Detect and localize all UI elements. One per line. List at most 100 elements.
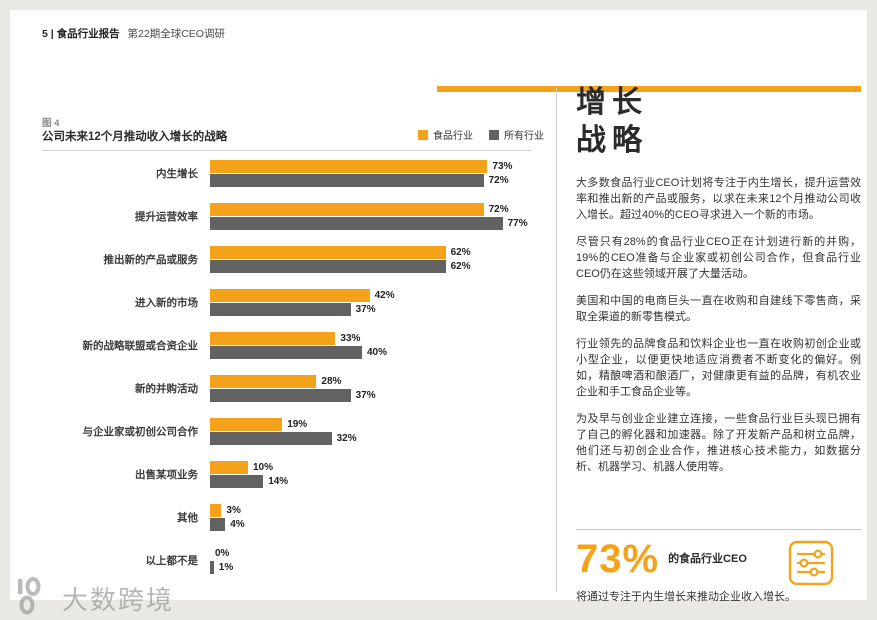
watermark: 大数跨境 [14, 576, 174, 620]
bar-food-industry [210, 332, 336, 345]
bar-food-industry [210, 375, 317, 388]
article-column: 增长 战略 大多数食品行业CEO计划将专注于内生增长，提升运营效率和推出新的产品… [576, 84, 861, 486]
chart-legend: 食品行业 所有行业 [418, 127, 544, 142]
bar-all-industries [210, 303, 351, 316]
bar-line-food-industry: 28% [210, 375, 547, 388]
stat-label: 的食品行业CEO [668, 553, 747, 565]
article-heading-line1: 增长 [576, 86, 648, 119]
bar-group: 72% 77% [210, 203, 547, 231]
bar-value: 10% [253, 462, 274, 473]
bar-value: 77% [507, 218, 528, 229]
chart-title: 公司未来12个月推动收入增长的战略 [42, 131, 228, 143]
bar-line-food-industry: 42% [210, 289, 547, 302]
bar-line-food-industry: 72% [210, 203, 547, 216]
bar-line-food-industry: 3% [210, 504, 547, 517]
bar-all-industries [210, 174, 484, 187]
bar-line-food-industry: 62% [210, 246, 547, 259]
chart-row: 与企业家或初创公司合作 19% 32% [42, 418, 547, 446]
bar-food-industry [210, 418, 283, 431]
bar-value: 72% [488, 204, 509, 215]
column-divider [556, 88, 557, 592]
bar-group: 62% 62% [210, 246, 547, 274]
chart-row: 推出新的产品或服务 62% 62% [42, 246, 547, 274]
stat-callout: 73% 的食品行业CEO 将通过专注于内生增长来推动企业收入增长。 [576, 537, 861, 604]
bar-all-industries [210, 518, 226, 531]
legend-item-food-industry: 食品行业 [418, 127, 473, 142]
bar-group: 42% 37% [210, 289, 547, 317]
bar-value: 62% [450, 261, 471, 272]
bar-line-food-industry: 73% [210, 160, 547, 173]
bar-all-industries [210, 389, 351, 402]
bar-value: 40% [367, 347, 388, 358]
bar-all-industries [210, 432, 332, 445]
bar-value: 28% [321, 376, 342, 387]
chart-row: 出售某项业务 10% 14% [42, 461, 547, 489]
bar-all-industries [210, 217, 503, 230]
category-label: 以上都不是 [145, 554, 199, 567]
bar-value: 72% [488, 175, 509, 186]
bar-value: 19% [287, 419, 308, 430]
legend-label-all-industries: 所有行业 [504, 131, 544, 142]
bar-value: 1% [218, 562, 234, 573]
article-paragraph: 为及早与创业企业建立连接，一些食品行业巨头现已拥有了自己的孵化器和加速器。除了开… [576, 413, 861, 474]
chart-header-divider [42, 150, 531, 151]
chart-row: 新的战略联盟或合资企业 33% 40% [42, 332, 547, 360]
article-paragraph: 美国和中国的电商巨头一直在收购和自建线下零售商，采取全渠道的新零售模式。 [576, 295, 861, 324]
bar-group: 19% 32% [210, 418, 547, 446]
chart-row: 新的并购活动 28% 37% [42, 375, 547, 403]
page-header: 5 | 食品行业报告 第22期全球CEO调研 [42, 26, 225, 41]
chart-row: 内生增长 73% 72% [42, 160, 547, 188]
stat-top: 73% 的食品行业CEO [576, 537, 861, 581]
bar-all-industries [210, 561, 214, 574]
category-label: 内生增长 [156, 167, 198, 180]
bar-group: 28% 37% [210, 375, 547, 403]
bar-value: 14% [268, 476, 289, 487]
bar-all-industries [210, 475, 264, 488]
bar-value: 73% [492, 161, 513, 172]
bar-line-all-industries: 4% [210, 518, 547, 531]
bar-line-all-industries: 14% [210, 475, 547, 488]
bar-value: 4% [230, 519, 245, 530]
bar-line-all-industries: 72% [210, 174, 547, 187]
bar-line-all-industries: 37% [210, 389, 547, 402]
bar-line-food-industry: 33% [210, 332, 547, 345]
bar-group: 0% 1% [210, 547, 547, 575]
bar-food-industry [210, 246, 446, 259]
category-label: 新的并购活动 [135, 382, 198, 395]
top-accent-bar [437, 86, 861, 92]
legend-swatch-food-industry [418, 129, 428, 140]
bar-group: 3% 4% [210, 504, 547, 532]
legend-label-food-industry: 食品行业 [433, 131, 473, 142]
bar-food-industry [210, 160, 488, 173]
chart-row: 提升运营效率 72% 77% [42, 203, 547, 231]
bar-value: 32% [336, 433, 357, 444]
sliders-icon [787, 539, 835, 592]
legend-item-all-industries: 所有行业 [489, 127, 544, 142]
bar-line-food-industry: 10% [210, 461, 547, 474]
chart-rows: 内生增长 73% 72% 提升运营效率 72% 77% 推出新的产品或服务 62% 62% 进入新… [42, 160, 547, 590]
chart-row: 以上都不是 0% 1% [42, 547, 547, 575]
category-label: 其他 [177, 511, 198, 524]
bar-all-industries [210, 346, 362, 359]
bar-group: 73% 72% [210, 160, 547, 188]
report-page: 5 | 食品行业报告 第22期全球CEO调研 图 4 公司未来12个月推动收入增… [10, 10, 867, 603]
bar-value: 37% [355, 304, 376, 315]
bar-food-industry [210, 203, 484, 216]
bar-line-all-industries: 40% [210, 346, 547, 359]
bar-food-industry [210, 461, 248, 474]
category-label: 推出新的产品或服务 [103, 253, 199, 266]
article-paragraph: 尽管只有28%的食品行业CEO正在计划进行新的并购，19%的CEO准备与企业家或… [576, 236, 861, 281]
bar-line-all-industries: 62% [210, 260, 547, 273]
category-label: 与企业家或初创公司合作 [82, 425, 199, 438]
category-label: 进入新的市场 [135, 296, 198, 309]
bar-value: 0% [215, 548, 230, 559]
legend-swatch-all-industries [489, 129, 499, 140]
bar-food-industry [210, 289, 370, 302]
chart-row: 其他 3% 4% [42, 504, 547, 532]
bar-all-industries [210, 260, 446, 273]
bar-value: 37% [355, 390, 376, 401]
stat-value: 73% [576, 537, 660, 581]
category-label: 新的战略联盟或合资企业 [82, 339, 199, 352]
bar-food-industry [210, 504, 222, 517]
